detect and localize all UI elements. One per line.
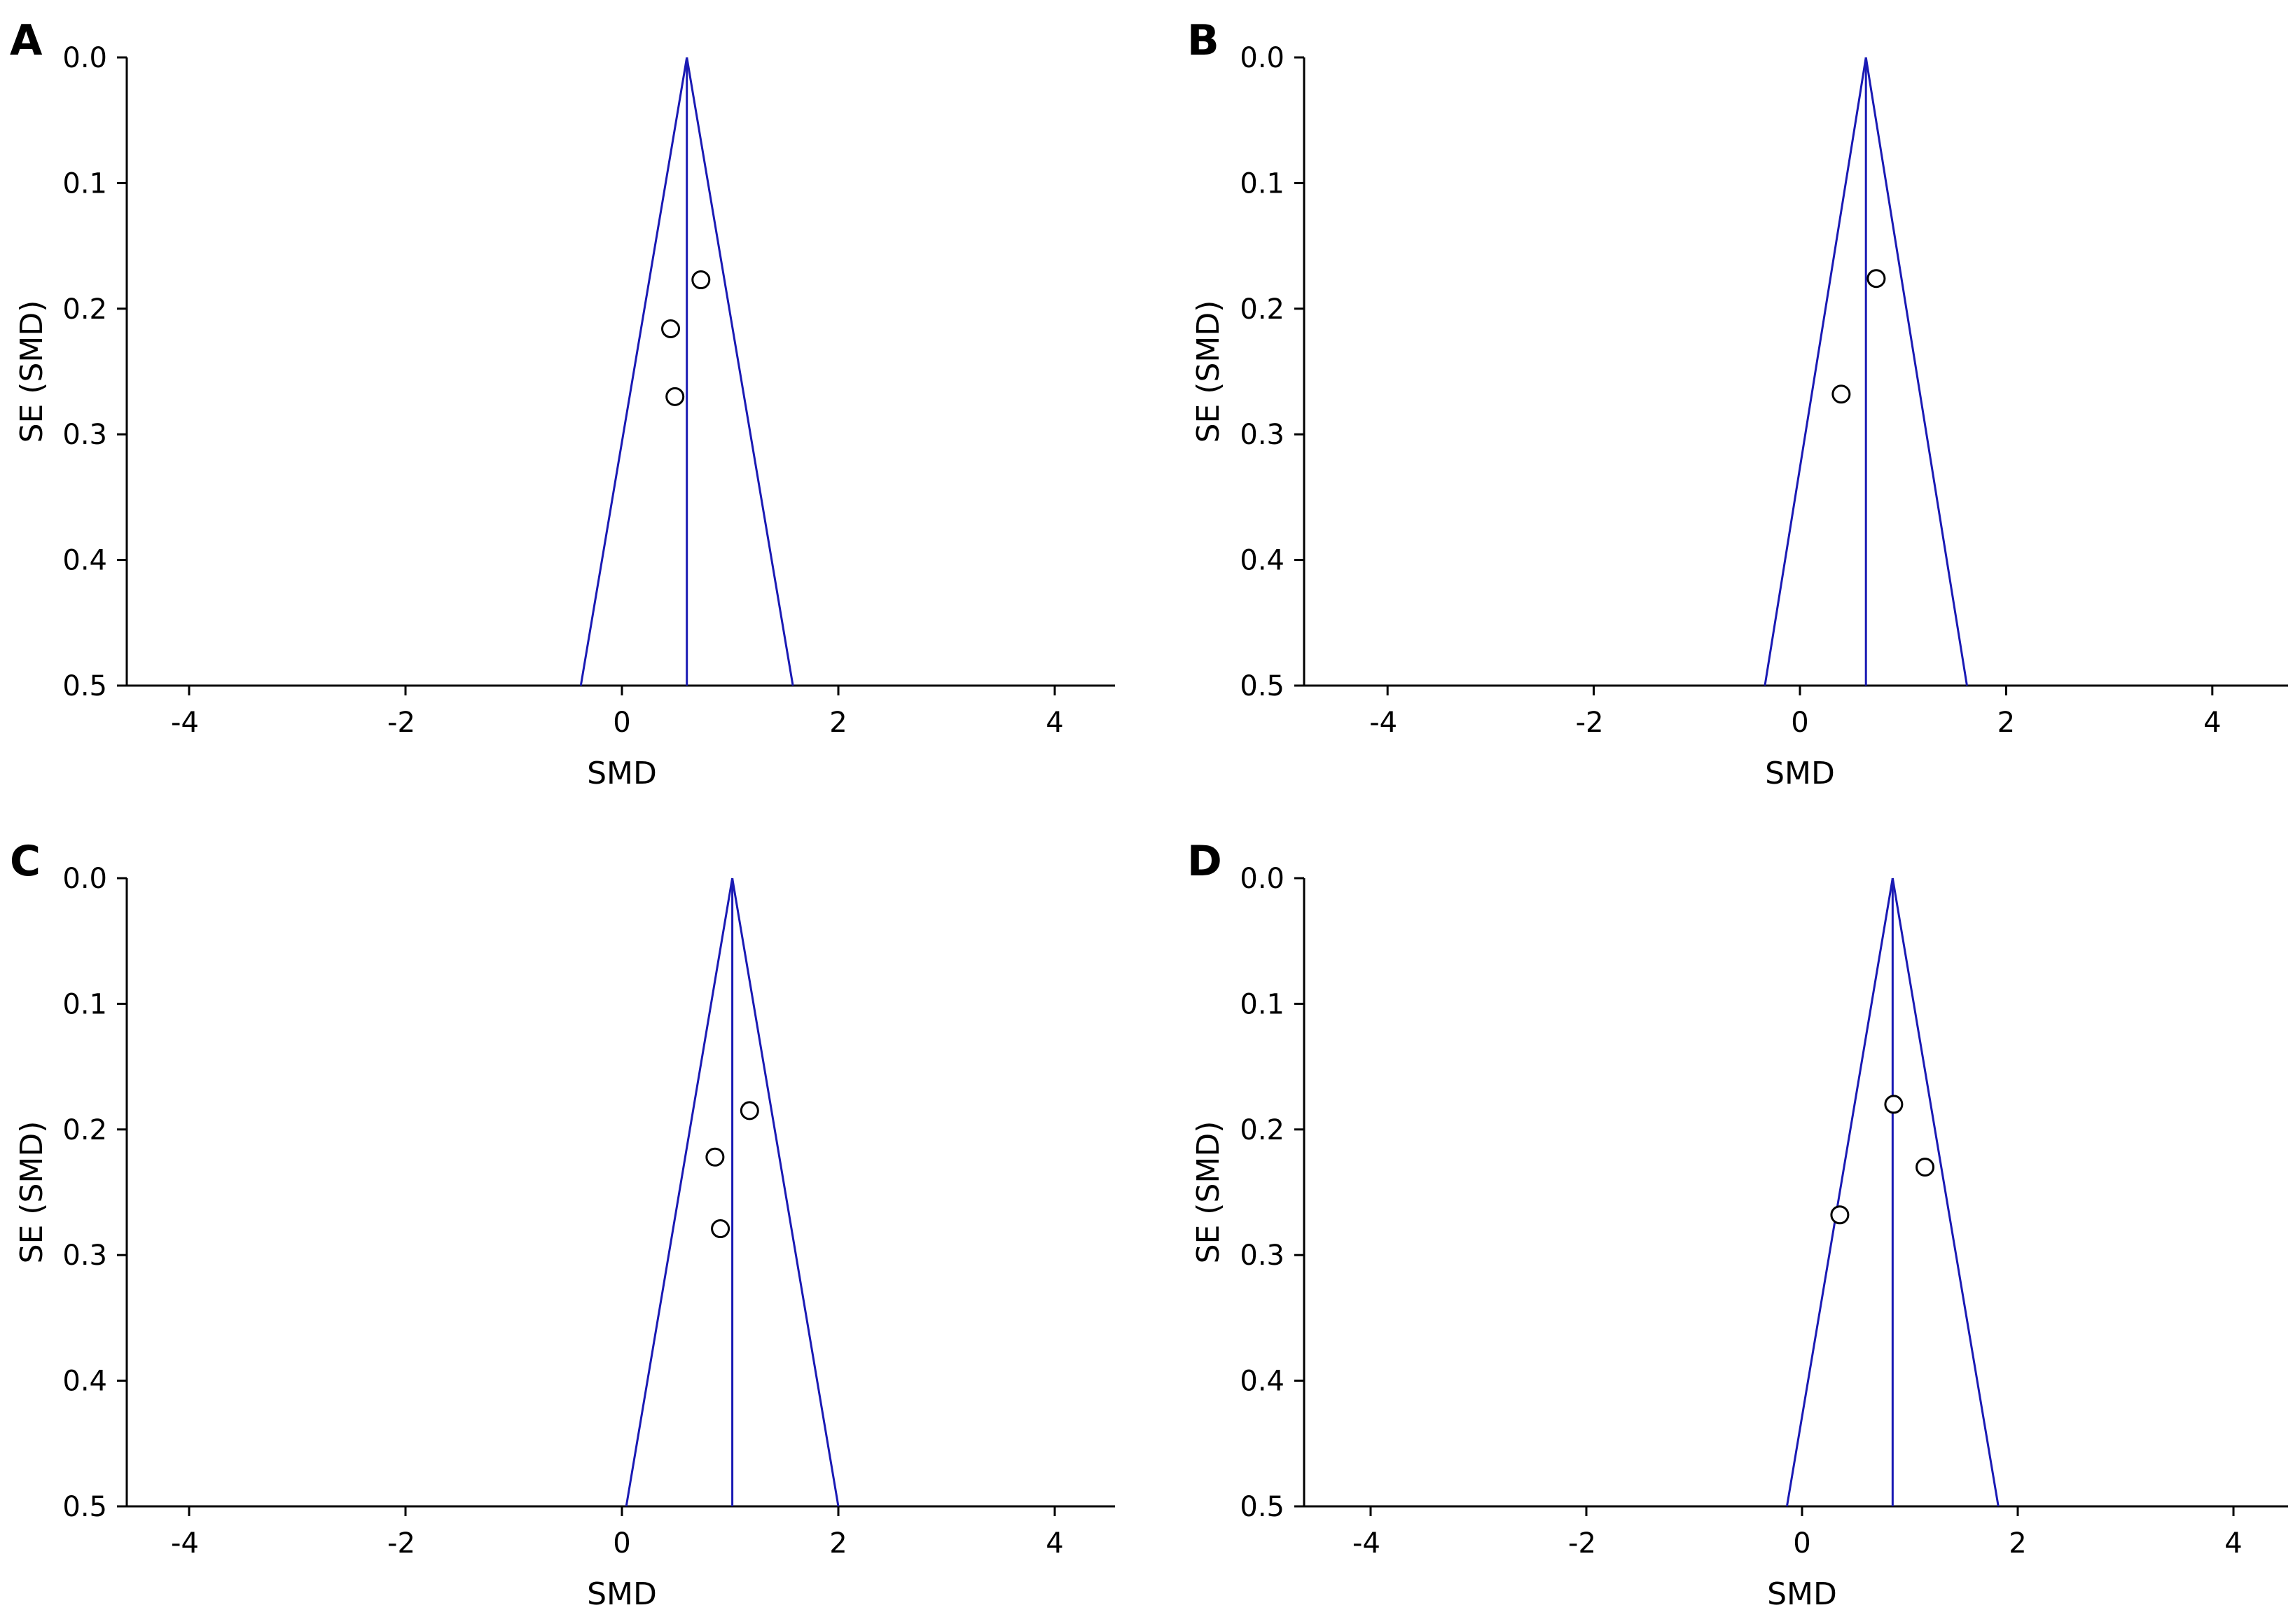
y-tick-label: 0.4 bbox=[1240, 1366, 1284, 1398]
panel-c: C 0.0 0.1 0.2 0.3 0.4 0.5 -4 -2 0 2 4 SMD SE (SMD) bbox=[10, 837, 1115, 1612]
y-tick-label: 0.1 bbox=[62, 988, 107, 1020]
y-tick-label: 0.3 bbox=[62, 419, 107, 451]
y-tick-label: 0.0 bbox=[62, 863, 107, 895]
funnel-left-line bbox=[625, 877, 734, 1507]
x-tick-label: -4 bbox=[1369, 707, 1397, 739]
panel-label: B bbox=[1187, 16, 1219, 65]
y-tick-label: 0.1 bbox=[62, 167, 107, 200]
x-tick-label: -2 bbox=[1576, 707, 1604, 739]
y-tick-label: 0.2 bbox=[62, 293, 107, 326]
y-axis-title: SE (SMD) bbox=[14, 300, 50, 443]
study-point bbox=[711, 1219, 730, 1239]
x-tick-label: 0 bbox=[1793, 1527, 1810, 1560]
y-tick-label: 0.5 bbox=[62, 1491, 107, 1523]
x-tick-label: 2 bbox=[1997, 707, 2015, 739]
y-tick-label: 0.0 bbox=[1240, 42, 1284, 74]
panel-a: A 0.0 0.1 0.2 0.3 0.4 0.5 -4 -2 0 2 4 SMD SE (SMD) bbox=[10, 16, 1115, 791]
y-axis-title: SE (SMD) bbox=[1191, 300, 1226, 443]
x-tick-label: 4 bbox=[1046, 1527, 1063, 1560]
funnel-left-line bbox=[579, 57, 688, 686]
y-tick-label: 0.0 bbox=[62, 42, 107, 74]
funnel-left-line bbox=[1764, 57, 1867, 686]
y-tick-label: 0.2 bbox=[1240, 293, 1284, 326]
x-tick-label: -2 bbox=[387, 1527, 415, 1560]
panel-label: D bbox=[1187, 837, 1222, 886]
study-point bbox=[1916, 1158, 1935, 1177]
x-tick-label: 0 bbox=[613, 1527, 630, 1560]
study-point bbox=[1884, 1095, 1904, 1114]
x-tick-label: 0 bbox=[1791, 707, 1808, 739]
x-tick-label: -2 bbox=[387, 707, 415, 739]
study-point bbox=[1830, 1205, 1850, 1225]
x-tick-label: 0 bbox=[613, 707, 630, 739]
study-point bbox=[665, 387, 685, 406]
study-point bbox=[740, 1101, 759, 1120]
x-tick-label: 2 bbox=[829, 707, 847, 739]
y-axis-title: SE (SMD) bbox=[1191, 1121, 1226, 1264]
y-tick-label: 0.4 bbox=[1240, 545, 1284, 577]
x-axis-title: SMD bbox=[587, 756, 657, 791]
study-point bbox=[1831, 384, 1851, 404]
x-axis-title: SMD bbox=[1767, 1576, 1837, 1612]
x-tick-label: 4 bbox=[2203, 707, 2221, 739]
y-tick-label: 0.5 bbox=[62, 670, 107, 702]
x-tick-label: -4 bbox=[1352, 1527, 1380, 1560]
y-tick-label: 0.0 bbox=[1240, 863, 1284, 895]
funnel-right-line bbox=[686, 57, 794, 686]
study-point bbox=[661, 319, 681, 339]
y-tick-label: 0.4 bbox=[62, 545, 107, 577]
y-tick-label: 0.5 bbox=[1240, 670, 1284, 702]
funnel-right-line bbox=[731, 877, 840, 1507]
y-tick-label: 0.4 bbox=[62, 1366, 107, 1398]
y-tick-label: 0.2 bbox=[62, 1114, 107, 1146]
study-point bbox=[1866, 269, 1886, 289]
funnel-right-line bbox=[1891, 877, 2000, 1507]
x-axis-title: SMD bbox=[1765, 756, 1835, 791]
x-tick-label: 2 bbox=[829, 1527, 847, 1560]
y-tick-label: 0.2 bbox=[1240, 1114, 1284, 1146]
x-tick-label: -2 bbox=[1568, 1527, 1596, 1560]
panel-b: B 0.0 0.1 0.2 0.3 0.4 0.5 -4 -2 0 2 4 SMD SE (SMD) bbox=[1187, 16, 2288, 791]
panel-label: A bbox=[10, 16, 43, 65]
panel-label: C bbox=[10, 837, 41, 886]
funnel-right-line bbox=[1864, 57, 1968, 686]
y-tick-label: 0.1 bbox=[1240, 167, 1284, 200]
y-axis-title: SE (SMD) bbox=[14, 1121, 50, 1264]
study-point bbox=[705, 1147, 725, 1167]
funnel-left-line bbox=[1785, 877, 1894, 1507]
panel-d: D 0.0 0.1 0.2 0.3 0.4 0.5 -4 -2 0 2 4 SMD SE (SMD) bbox=[1187, 837, 2288, 1612]
x-tick-label: 4 bbox=[2224, 1527, 2242, 1560]
y-tick-label: 0.3 bbox=[1240, 1240, 1284, 1272]
x-tick-label: 2 bbox=[2009, 1527, 2026, 1560]
x-tick-label: -4 bbox=[171, 1527, 199, 1560]
x-axis-title: SMD bbox=[587, 1576, 657, 1612]
y-tick-label: 0.5 bbox=[1240, 1491, 1284, 1523]
x-tick-label: 4 bbox=[1046, 707, 1063, 739]
x-tick-label: -4 bbox=[171, 707, 199, 739]
y-tick-label: 0.3 bbox=[1240, 419, 1284, 451]
y-tick-label: 0.1 bbox=[1240, 988, 1284, 1020]
study-point bbox=[691, 270, 711, 290]
y-tick-label: 0.3 bbox=[62, 1240, 107, 1272]
